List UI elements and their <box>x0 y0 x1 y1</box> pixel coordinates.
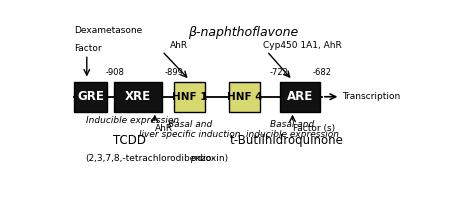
Text: Basal and
inducible expression: Basal and inducible expression <box>246 120 339 139</box>
Text: HNF 4: HNF 4 <box>227 92 263 102</box>
Text: t-Butilhidroquinone: t-Butilhidroquinone <box>230 134 344 147</box>
Text: (2,3,7,8,-tetrachlorodibenzo-: (2,3,7,8,-tetrachlorodibenzo- <box>85 154 215 163</box>
Text: -682: -682 <box>313 68 332 77</box>
Bar <box>174 82 205 112</box>
Text: -722: -722 <box>270 68 288 77</box>
Text: -908: -908 <box>106 68 125 77</box>
Text: Inducible expression: Inducible expression <box>86 116 179 125</box>
Text: Dexametasone: Dexametasone <box>74 27 142 35</box>
Text: AhR: AhR <box>155 124 173 133</box>
Text: AhR: AhR <box>169 41 188 50</box>
Text: GRE: GRE <box>77 90 104 103</box>
Text: ARE: ARE <box>287 90 313 103</box>
Text: Factor (s): Factor (s) <box>292 124 335 133</box>
Bar <box>229 82 260 112</box>
Text: HNF 1: HNF 1 <box>172 92 208 102</box>
Bar <box>114 82 162 112</box>
Text: -899: -899 <box>165 68 183 77</box>
Text: Transcription: Transcription <box>342 92 401 101</box>
Text: XRE: XRE <box>125 90 151 103</box>
Bar <box>74 82 107 112</box>
Text: Factor: Factor <box>74 44 101 53</box>
Text: -dioxin): -dioxin) <box>194 154 228 163</box>
Text: β-naphthoflavone: β-naphthoflavone <box>188 26 298 39</box>
Bar <box>280 82 320 112</box>
Text: TCDD: TCDD <box>112 134 146 147</box>
Text: Basal and
liver specific induction: Basal and liver specific induction <box>139 120 240 139</box>
Text: p: p <box>190 154 195 163</box>
Text: Cyp450 1A1, AhR: Cyp450 1A1, AhR <box>263 41 342 50</box>
